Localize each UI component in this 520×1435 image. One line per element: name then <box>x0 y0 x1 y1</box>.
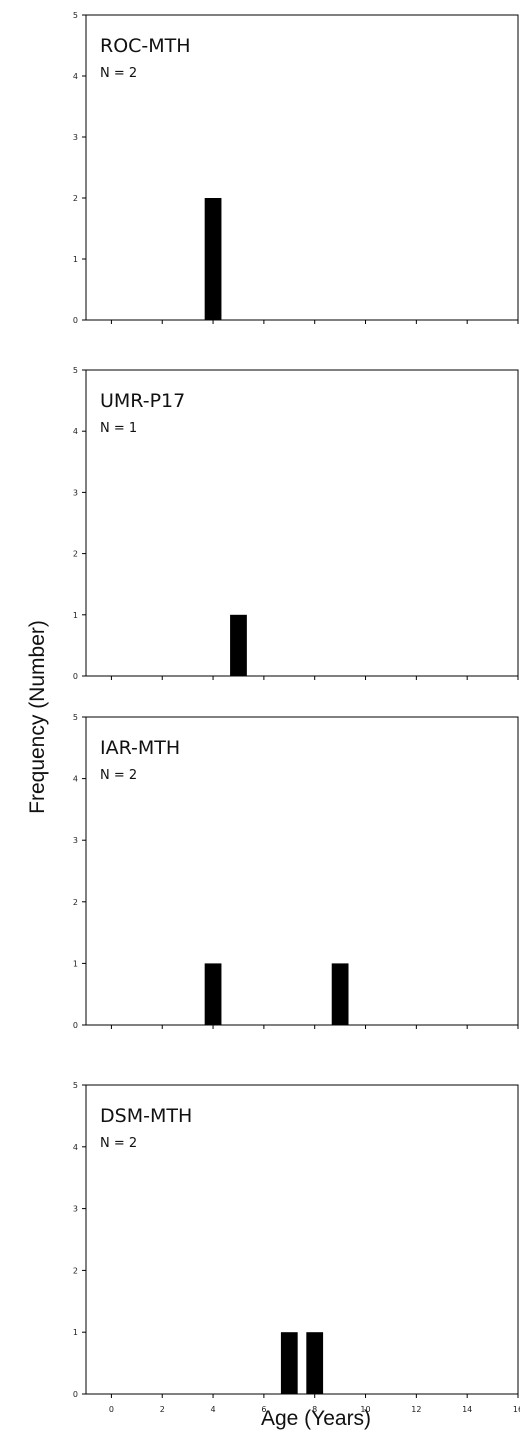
bar-age-4 <box>204 198 222 320</box>
plot-frame <box>85 1084 519 1395</box>
bar-age-8 <box>306 1332 324 1394</box>
bar-age-5 <box>230 614 247 676</box>
y-tick-label: 0 <box>73 1021 78 1030</box>
y-tick-label: 5 <box>73 1081 78 1090</box>
y-tick-label: 4 <box>73 72 78 81</box>
panel-1: 0 1 2 3 4 5 ROC-MTH N = 2 <box>73 11 519 325</box>
x-tick-label: 16 <box>513 1405 520 1414</box>
plot-frame <box>85 14 519 321</box>
x-tick-label: 12 <box>411 1405 421 1414</box>
y-tick-label: 5 <box>73 713 78 722</box>
y-tick-label: 1 <box>73 959 78 968</box>
y-tick-label: 5 <box>73 366 78 375</box>
bar-age-7 <box>280 1332 298 1394</box>
panel-n-label: N = 1 <box>100 421 137 436</box>
panel-2: 0 1 2 3 4 5 UMR-P17 N = 1 <box>73 366 519 681</box>
y-axis-title: Frequency (Number) <box>26 620 49 814</box>
plot-frame <box>85 716 519 1026</box>
bar-age-9 <box>331 963 349 1025</box>
panel-n-label: N = 2 <box>100 66 137 81</box>
y-tick-label: 0 <box>73 672 78 681</box>
x-tick-label: 0 <box>109 1405 114 1414</box>
y-tick-label: 1 <box>73 611 78 620</box>
y-tick-label: 2 <box>73 550 78 559</box>
x-tick-label: 10 <box>360 1405 370 1414</box>
x-tick-label: 2 <box>160 1405 165 1414</box>
panel-title: ROC-MTH <box>100 35 191 57</box>
y-tick-label: 5 <box>73 11 78 20</box>
y-tick-label: 3 <box>73 133 78 142</box>
y-tick-label: 2 <box>73 1266 78 1275</box>
y-tick-label: 3 <box>73 836 78 845</box>
panel-title: UMR-P17 <box>100 390 185 412</box>
y-tick-label: 1 <box>73 255 78 264</box>
bar-age-4 <box>204 963 222 1025</box>
x-axis-title: Age (Years) <box>261 1407 371 1430</box>
panel-title: DSM-MTH <box>100 1105 192 1127</box>
y-tick-label: 4 <box>73 427 78 436</box>
panel-n-label: N = 2 <box>100 768 137 783</box>
y-tick-label: 3 <box>73 1205 78 1214</box>
y-tick-label: 0 <box>73 316 78 325</box>
x-tick-label: 14 <box>462 1405 472 1414</box>
panel-title: IAR-MTH <box>100 737 180 759</box>
panel-3: 0 1 2 3 4 5 IAR-MTH N = 2 <box>73 713 519 1030</box>
panel-n-label: N = 2 <box>100 1136 137 1151</box>
x-tick-label: 4 <box>211 1405 216 1414</box>
x-tick-label: 8 <box>312 1405 317 1414</box>
y-tick-label: 2 <box>73 898 78 907</box>
y-tick-label: 4 <box>73 775 78 784</box>
plot-frame <box>85 369 519 677</box>
y-tick-label: 2 <box>73 194 78 203</box>
y-tick-label: 1 <box>73 1328 78 1337</box>
x-tick-label: 6 <box>261 1405 266 1414</box>
y-tick-label: 4 <box>73 1143 78 1152</box>
y-tick-label: 3 <box>73 488 78 497</box>
y-tick-label: 0 <box>73 1390 78 1399</box>
